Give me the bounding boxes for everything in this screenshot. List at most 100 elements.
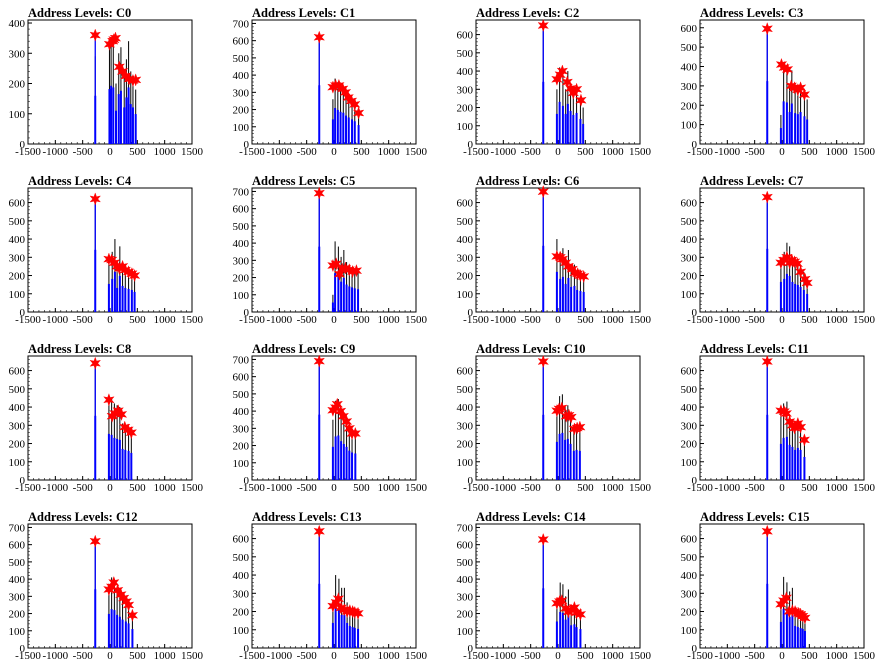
histogram-bar-fill [794, 113, 797, 144]
x-tick-label: -1500 [15, 314, 41, 326]
histogram-bar-fill [561, 432, 564, 480]
y-tick-label: 300 [681, 81, 698, 93]
y-tick-label: 0 [692, 307, 698, 319]
y-tick-label: 100 [233, 458, 250, 470]
histogram-bar-fill [110, 609, 113, 648]
x-tick-label: 1000 [826, 146, 849, 158]
x-tick-label: -1000 [714, 650, 740, 662]
chart-panel: Address Levels: C5 -1500 -1000 -500 0 500 1000… [224, 168, 448, 336]
y-tick-label: 600 [9, 198, 26, 210]
peak-marker [537, 532, 549, 547]
peak-marker [115, 407, 128, 421]
x-tick-label: -500 [745, 314, 766, 326]
chart-svg: -1500 -1000 -500 0 500 1000 1500 0 100 200 300 400 5… [9, 522, 204, 662]
chart-panel: Address Levels: C15 -1500 -1000 -500 0 500 100… [672, 504, 896, 672]
histogram-bar-fill [555, 441, 558, 480]
histogram-bar-fill [782, 437, 785, 480]
y-tick-label: 400 [457, 234, 474, 246]
peak-marker [89, 28, 101, 42]
x-tick-label: 0 [779, 650, 785, 662]
peak-marker [801, 276, 813, 290]
peak-marker [537, 354, 549, 369]
y-tick-label: 500 [681, 216, 698, 228]
peak-marker [794, 265, 807, 279]
histogram-bar-fill [134, 114, 137, 144]
histogram-bar-fill [131, 107, 134, 144]
peak-marker [109, 31, 122, 45]
chart-panel: Address Levels: C4 -1500 -1000 -500 0 500 1000… [0, 168, 224, 336]
peak-marker [761, 354, 773, 369]
x-tick-label: 500 [801, 314, 818, 326]
chart-panel: Address Levels: C11 -1500 -1000 -500 0 500 100… [672, 336, 896, 504]
peak-marker [313, 30, 325, 44]
peak-marker [329, 78, 342, 93]
y-tick-label: 100 [9, 457, 26, 469]
histogram-bar-fill [791, 614, 794, 648]
y-tick-label: 400 [9, 234, 26, 246]
peak-marker [556, 64, 569, 78]
y-tick-label: 400 [681, 62, 698, 74]
peak-marker [537, 185, 549, 199]
peak-marker [313, 186, 325, 200]
x-tick-label: 1000 [154, 650, 177, 662]
histogram-bar-fill [803, 456, 806, 480]
chart-panel: Address Levels: C1 -1500 -1000 -500 0 500 1000… [224, 0, 448, 168]
histogram-bar-fill [579, 290, 582, 312]
x-tick-label: -500 [297, 146, 318, 158]
x-tick-label: 0 [107, 650, 113, 662]
y-tick-label: 500 [9, 557, 26, 569]
peak-marker [89, 534, 101, 548]
peak-marker [794, 420, 807, 434]
y-tick-label: 200 [681, 100, 698, 112]
histogram-bar-fill [794, 283, 797, 312]
x-tick-label: 1500 [853, 482, 876, 494]
y-tick-label: 600 [9, 540, 26, 552]
histogram-bar-fill [572, 114, 575, 144]
x-tick-label: -1000 [42, 650, 68, 662]
plot-frame [699, 187, 865, 313]
histogram-bar-fill [124, 621, 127, 648]
y-tick-label: 400 [681, 570, 698, 582]
x-tick-label: -500 [73, 314, 94, 326]
y-tick-label: 500 [457, 216, 474, 228]
histogram-bar-fill [779, 621, 782, 648]
x-tick-label: -500 [521, 314, 542, 326]
histogram-bar-fill [131, 629, 134, 648]
histogram-bar-fill [575, 112, 578, 144]
histogram-bar-fill [572, 450, 575, 480]
histogram-bar-fill [351, 287, 354, 312]
x-tick-label: 500 [801, 650, 818, 662]
plot-frame [699, 19, 865, 145]
x-tick-label: -500 [521, 482, 542, 494]
chart-panel: Address Levels: C12 -1500 -1000 -500 0 500 100… [0, 504, 224, 672]
histogram-bar-fill [564, 439, 567, 480]
histogram-bar-fill [806, 119, 809, 144]
histogram-bar-fill [121, 448, 124, 480]
plot-frame [475, 523, 641, 649]
y-tick-label: 100 [681, 625, 698, 637]
x-tick-label: 1500 [853, 146, 876, 158]
peak-marker [799, 611, 811, 625]
histogram-bar-fill [116, 287, 119, 312]
histogram-bar-fill [564, 619, 567, 648]
y-tick-label: 400 [233, 570, 250, 582]
y-tick-label: 600 [681, 534, 698, 546]
y-tick-label: 200 [681, 271, 698, 283]
chart-title: Address Levels: C14 [476, 510, 586, 524]
peak-marker [129, 73, 142, 87]
histogram-bar-fill [796, 114, 799, 144]
chart-svg: -1500 -1000 -500 0 500 1000 1500 0 100 200 300 400 5… [457, 522, 652, 662]
histogram-bar-fill [561, 612, 564, 648]
chart-panel: Address Levels: C13 -1500 -1000 -500 0 500 100… [224, 504, 448, 672]
histogram-bar-fill [116, 438, 119, 480]
y-tick-label: 0 [20, 307, 26, 319]
histogram-bar-fill [107, 433, 110, 480]
x-tick-label: 500 [577, 650, 594, 662]
chart-title: Address Levels: C12 [28, 510, 138, 524]
x-tick-label: -500 [73, 650, 94, 662]
histogram-bar-fill [127, 288, 130, 312]
x-tick-label: -500 [745, 146, 766, 158]
x-tick-label: 1000 [154, 146, 177, 158]
x-tick-label: -1500 [687, 482, 713, 494]
